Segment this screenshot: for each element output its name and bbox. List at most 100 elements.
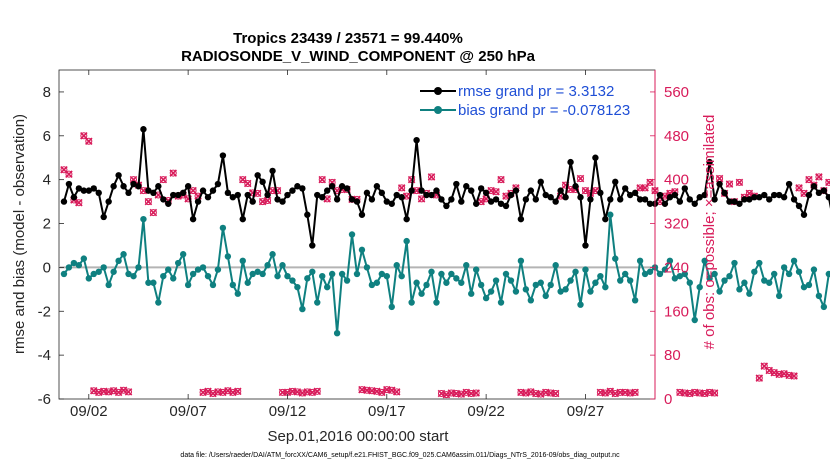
rmse-point [264, 191, 271, 199]
rmse-point [567, 158, 574, 166]
y2-tick-label: 480 [664, 128, 689, 145]
x-tick-label: 09/22 [467, 403, 505, 420]
bias-point [85, 275, 93, 282]
bias-point [269, 251, 276, 258]
bias-point [815, 292, 823, 300]
rmse-point [423, 191, 430, 199]
obs-possible-marker [711, 389, 719, 397]
bias-point [299, 305, 306, 313]
rmse-point [661, 200, 669, 207]
bias-point [706, 275, 713, 282]
y-tick-label: 8 [43, 84, 51, 101]
left-axis: -6 -4 -2 0 2 4 6 8 [38, 84, 64, 408]
rmse-point [626, 191, 634, 199]
rmse-point [542, 191, 549, 199]
obs-assimilated-marker [427, 173, 436, 181]
bias-point [433, 299, 440, 306]
obs-assimilated-marker [224, 387, 232, 395]
y2-tick-label: 240 [664, 259, 689, 276]
bias-point [567, 277, 574, 284]
obs-possible-marker [318, 176, 326, 184]
obs-possible-marker [398, 184, 406, 192]
rmse-point [825, 194, 830, 201]
bias-point [542, 292, 549, 300]
bias-point [771, 270, 778, 278]
bias-point [800, 283, 808, 291]
obs-assimilated-marker [114, 388, 123, 397]
rmse-point [279, 198, 286, 205]
bias-point [229, 281, 237, 289]
rmse-point [179, 189, 187, 197]
bias-point [194, 266, 202, 273]
bias-point [612, 255, 619, 262]
rmse-point [666, 194, 674, 201]
bias-point [125, 270, 132, 278]
bias-point [790, 257, 798, 265]
bias-point [631, 297, 639, 304]
x-tick-label: 09/07 [169, 403, 207, 420]
y-tick-label: 0 [43, 259, 51, 276]
obs-assimilated-marker [139, 186, 148, 195]
chart-subtitle: RADIOSONDE_V_WIND_COMPONENT @ 250 hPa [181, 48, 536, 65]
bias-point [234, 290, 241, 297]
obs-assimilated-marker [397, 184, 406, 192]
rmse-point [125, 189, 132, 197]
rmse-point [403, 215, 410, 223]
rmse-point [378, 189, 386, 197]
obs-possible-marker [825, 178, 830, 186]
legend-bias-marker [434, 106, 442, 114]
bias-point [264, 262, 271, 269]
rmse-point [239, 215, 246, 223]
bias-point [324, 283, 331, 291]
rmse-point [70, 194, 78, 201]
bias-point [780, 264, 788, 271]
bias-point [691, 316, 698, 324]
bias-point [358, 246, 366, 254]
rmse-point [671, 191, 679, 199]
obs-assimilated-marker [442, 390, 451, 399]
obs-assimilated-marker [90, 387, 98, 395]
rmse-point [736, 200, 743, 207]
bias-point [393, 262, 400, 269]
bias-point [413, 279, 420, 286]
obs-possible-marker [626, 389, 634, 397]
rmse-point [90, 185, 97, 192]
rmse-point [110, 183, 117, 190]
rmse-point [741, 196, 748, 203]
bias-point [249, 270, 256, 278]
bias-point [552, 262, 559, 269]
rmse-point [761, 191, 768, 199]
obs-assimilated-marker [492, 187, 500, 196]
rmse-point [790, 196, 798, 203]
obs-possible-marker [428, 173, 435, 181]
bias-point [408, 299, 415, 306]
rmse-point [199, 187, 207, 194]
obs-assimilated-marker [770, 368, 778, 377]
y-tick-label: -2 [38, 303, 51, 320]
rmse-point [388, 200, 395, 207]
obs-assimilated-marker [159, 175, 168, 184]
bias-point [165, 266, 172, 273]
bias-point [711, 270, 718, 278]
rmse-point [572, 183, 579, 190]
obs-assimilated-marker [825, 178, 830, 187]
bias-point [130, 272, 137, 280]
rmse-point [631, 189, 639, 197]
obs-possible-marker [189, 187, 197, 195]
obs-possible-marker [760, 362, 768, 370]
rmse-point [274, 196, 281, 203]
rmse-point [189, 215, 197, 223]
rmse-point [751, 194, 758, 201]
rmse-point [756, 194, 763, 201]
rmse-point [771, 191, 778, 199]
bias-point [140, 215, 147, 223]
rmse-point [587, 196, 594, 203]
bias-point [810, 266, 818, 273]
rmse-point [353, 198, 361, 205]
obs-assimilated-marker [318, 175, 326, 184]
bias-point [120, 251, 127, 258]
rmse-point [557, 187, 564, 194]
bias-point [537, 279, 544, 286]
bias-point [607, 211, 614, 218]
rmse-point [497, 200, 505, 207]
